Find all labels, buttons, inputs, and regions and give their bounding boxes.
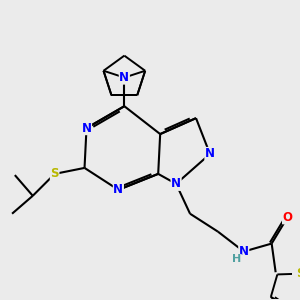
Text: S: S bbox=[296, 267, 300, 280]
Text: N: N bbox=[113, 183, 123, 196]
Text: N: N bbox=[239, 245, 249, 258]
Text: N: N bbox=[171, 177, 181, 190]
Text: N: N bbox=[205, 148, 215, 160]
Text: N: N bbox=[119, 71, 129, 84]
Text: N: N bbox=[82, 122, 92, 135]
Text: O: O bbox=[283, 211, 292, 224]
Text: S: S bbox=[50, 167, 59, 180]
Text: H: H bbox=[232, 254, 241, 265]
